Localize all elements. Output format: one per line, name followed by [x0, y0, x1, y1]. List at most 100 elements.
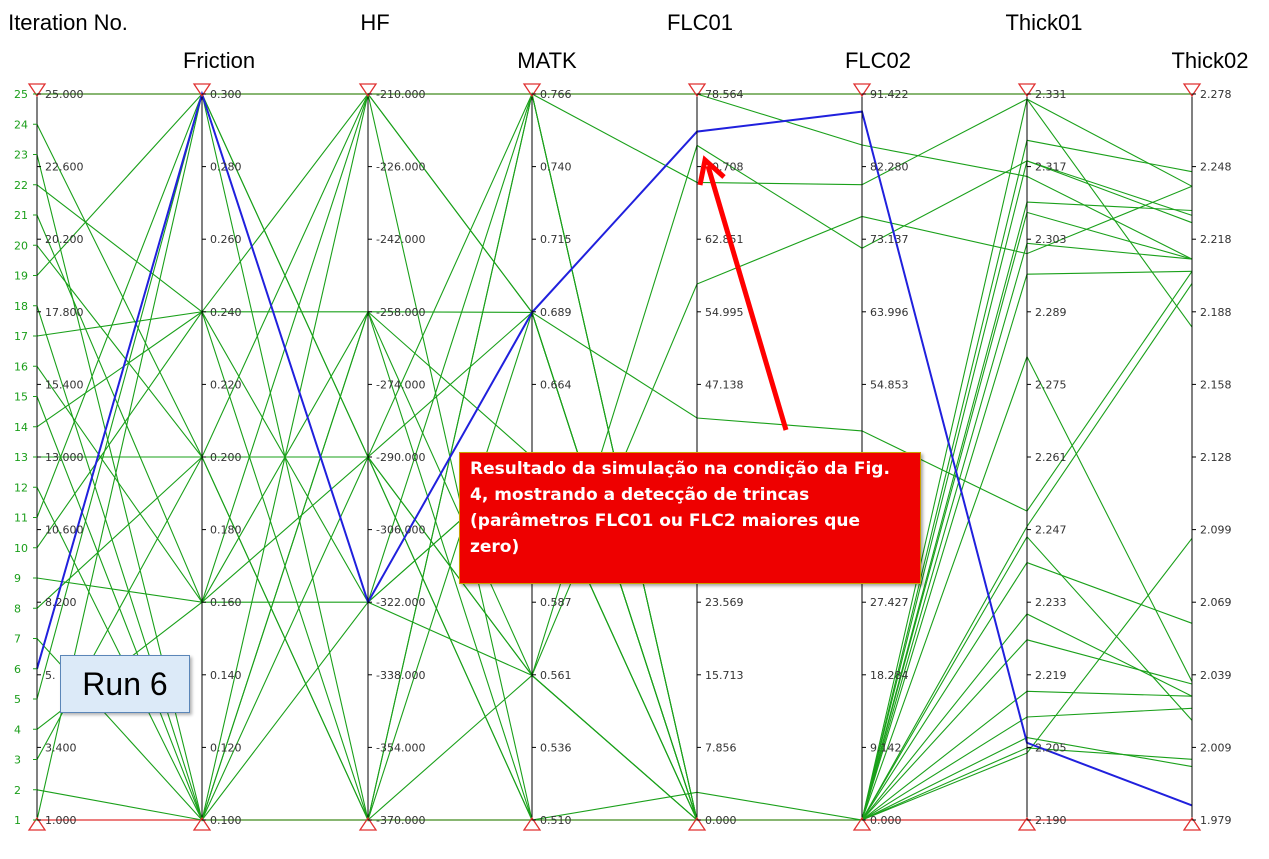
- tick-label: 2.303: [1035, 233, 1067, 246]
- tick-label: 2.188: [1200, 306, 1232, 319]
- tick-label: 0.200: [210, 451, 242, 464]
- tick-label: 0.766: [540, 88, 572, 101]
- tick-label: 17.800: [45, 306, 84, 319]
- tick-label: 2.248: [1200, 161, 1232, 174]
- tick-label: 0.740: [540, 161, 572, 174]
- series-line: [36, 97, 1193, 821]
- tick-label: 0.000: [870, 814, 902, 827]
- tick-label: 0.000: [705, 814, 737, 827]
- iteration-index-label: 5: [14, 693, 21, 706]
- tick-label: 2.261: [1035, 451, 1067, 464]
- tick-label: -354.000: [376, 741, 425, 754]
- annotation-arrow: [697, 155, 789, 431]
- axis-top-marker: [1017, 83, 1037, 98]
- iteration-index-label: 15: [14, 391, 28, 404]
- iteration-index-label: 1: [14, 814, 21, 827]
- labels: Iteration No.25.00022.60020.20017.80015.…: [8, 10, 1248, 827]
- tick-label: 20.200: [45, 233, 84, 246]
- axis-title: Friction: [183, 48, 255, 73]
- run-label-box: Run 6: [60, 655, 190, 713]
- tick-label: 2.247: [1035, 524, 1067, 537]
- axis-top-marker: [358, 83, 378, 98]
- tick-label: 18.284: [870, 669, 909, 682]
- axis-title: Thick02: [1171, 48, 1248, 73]
- iteration-index-label: 11: [14, 512, 28, 525]
- tick-label: 23.569: [705, 596, 744, 609]
- tick-label: 22.600: [45, 161, 84, 174]
- tick-label: 2.317: [1035, 161, 1067, 174]
- tick-label: 3.400: [45, 741, 77, 754]
- tick-label: -338.000: [376, 669, 425, 682]
- tick-label: -242.000: [376, 233, 425, 246]
- tick-label: 13.000: [45, 451, 84, 464]
- series-line-highlight: [36, 90, 1193, 807]
- tick-label: 0.561: [540, 669, 572, 682]
- tick-label: 9.142: [870, 741, 902, 754]
- annotation-callout: Resultado da simulação na condição da Fi…: [459, 452, 921, 584]
- tick-label: 54.995: [705, 306, 744, 319]
- tick-label: 8.200: [45, 596, 77, 609]
- axis-title: MATK: [517, 48, 577, 73]
- tick-label: 0.536: [540, 741, 572, 754]
- tick-label: 7.856: [705, 741, 737, 754]
- axis-title: Iteration No.: [8, 10, 128, 35]
- axis-top-marker: [522, 83, 542, 98]
- tick-label: 2.099: [1200, 524, 1232, 537]
- iteration-index-label: 8: [14, 602, 21, 615]
- tick-label: 15.713: [705, 669, 744, 682]
- iteration-index-label: 18: [14, 300, 28, 313]
- iteration-index-label: 3: [14, 754, 21, 767]
- tick-label: -210.000: [376, 88, 425, 101]
- tick-label: 73.137: [870, 233, 909, 246]
- iteration-index-label: 25: [14, 88, 28, 101]
- axis-title: FLC01: [667, 10, 733, 35]
- tick-label: 0.160: [210, 596, 242, 609]
- tick-label: 0.220: [210, 378, 242, 391]
- iteration-index-label: 19: [14, 270, 28, 283]
- axis-bottom-marker: [358, 816, 378, 831]
- tick-label: 2.218: [1200, 233, 1232, 246]
- tick-label: 63.996: [870, 306, 909, 319]
- tick-label: 0.280: [210, 161, 242, 174]
- iteration-index-label: 2: [14, 784, 21, 797]
- tick-label: 5.: [45, 669, 56, 682]
- tick-label: 2.233: [1035, 596, 1067, 609]
- red-arrow-shaft: [705, 165, 789, 431]
- tick-label: 2.275: [1035, 378, 1067, 391]
- tick-label: 0.140: [210, 669, 242, 682]
- tick-label: 0.260: [210, 233, 242, 246]
- tick-label: 0.240: [210, 306, 242, 319]
- tick-label: -306.000: [376, 524, 425, 537]
- tick-label: 2.039: [1200, 669, 1232, 682]
- axis-bottom-marker: [1017, 816, 1037, 831]
- tick-label: 2.069: [1200, 596, 1232, 609]
- iteration-index-label: 24: [14, 118, 28, 131]
- iteration-index-label: 4: [14, 723, 21, 736]
- tick-label: 54.853: [870, 378, 909, 391]
- axis-title: FLC02: [845, 48, 911, 73]
- tick-label: 2.331: [1035, 88, 1067, 101]
- tick-label: 2.278: [1200, 88, 1232, 101]
- tick-label: 0.715: [540, 233, 572, 246]
- tick-label: 25.000: [45, 88, 84, 101]
- tick-label: 2.289: [1035, 306, 1067, 319]
- tick-label: -290.000: [376, 451, 425, 464]
- iteration-index-label: 20: [14, 239, 28, 252]
- red-arrow-head: [697, 155, 726, 186]
- tick-label: 1.979: [1200, 814, 1232, 827]
- tick-label: 2.190: [1035, 814, 1067, 827]
- tick-label: 2.158: [1200, 378, 1232, 391]
- tick-label: 0.664: [540, 378, 572, 391]
- tick-label: 0.100: [210, 814, 242, 827]
- tick-label: -370.000: [376, 814, 425, 827]
- tick-label: -322.000: [376, 596, 425, 609]
- axis-top-marker: [192, 83, 212, 98]
- iteration-index-label: 21: [14, 209, 28, 222]
- tick-label: 2.219: [1035, 669, 1067, 682]
- tick-label: 1.000: [45, 814, 77, 827]
- axis-bottom-marker: [192, 816, 212, 831]
- axis-bottom-marker: [1182, 816, 1202, 831]
- tick-label: 10.600: [45, 524, 84, 537]
- tick-label: 0.587: [540, 596, 572, 609]
